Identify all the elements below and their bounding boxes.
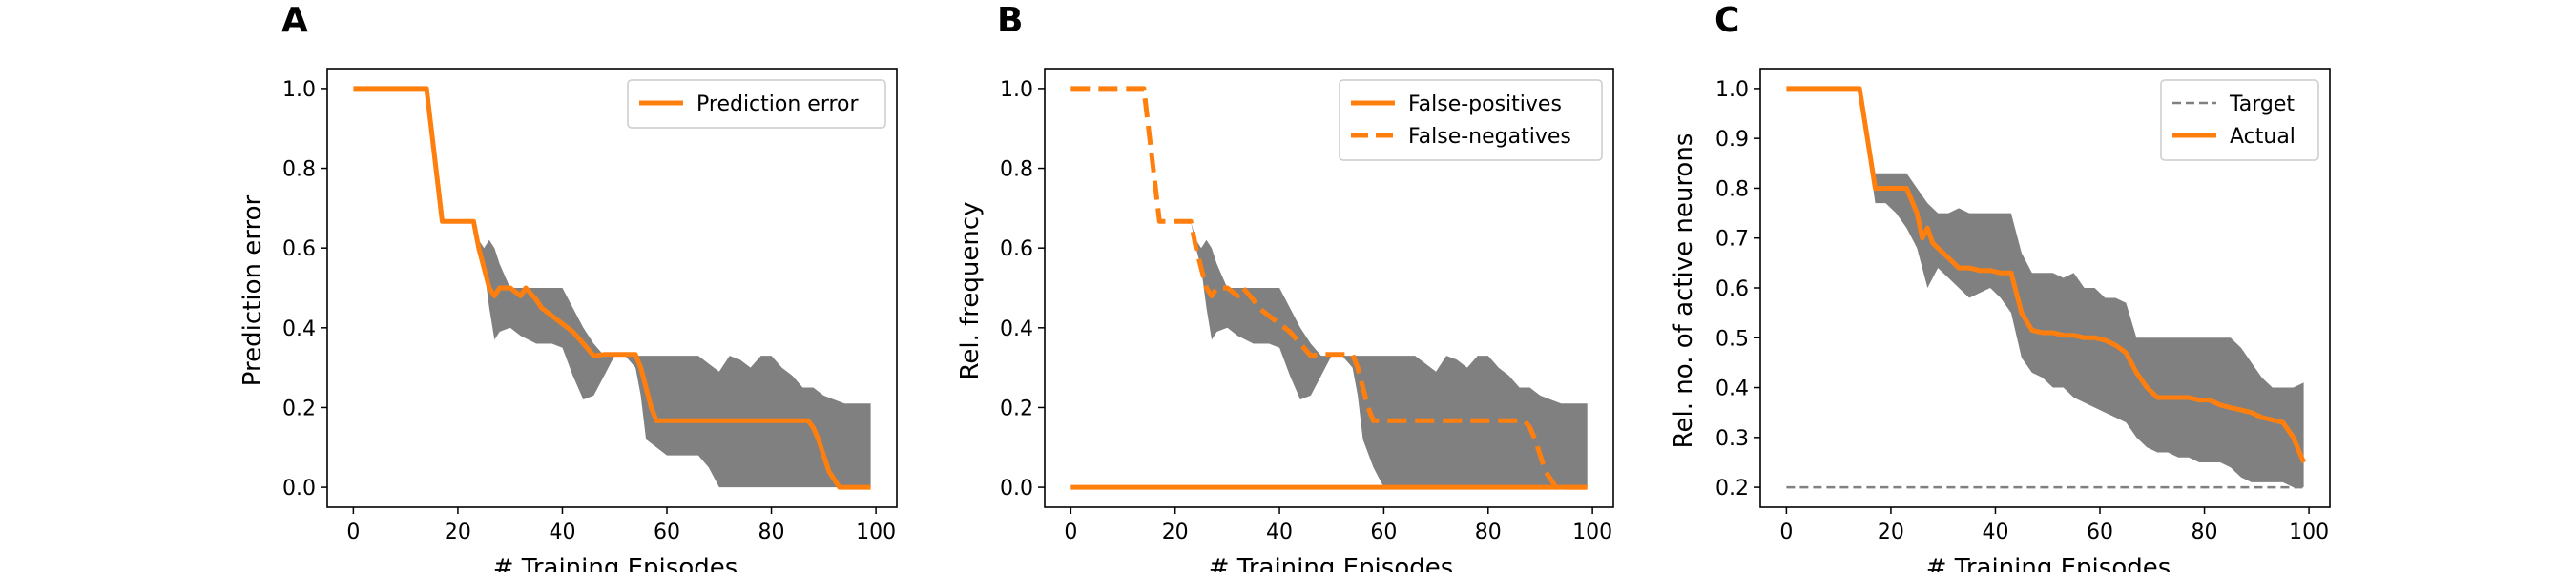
panel-a-ytick-label: 0.8 — [282, 158, 316, 182]
panel-b-xtick-label: 40 — [1266, 521, 1293, 544]
panel-b-series-false-negatives — [1070, 86, 1588, 490]
panel-a-xtick-label: 0 — [346, 521, 360, 544]
panel-c-xtick-label: 0 — [1779, 521, 1793, 544]
panel-b-xtick-label: 60 — [1370, 521, 1397, 544]
panel-b-band — [1070, 88, 1588, 488]
panel-a-ytick-label: 0.4 — [282, 317, 316, 341]
panel-a-xtick-label: 100 — [856, 521, 896, 544]
panel-c-ytick-label: 0.3 — [1715, 427, 1749, 451]
panel-c-xtick-label: 80 — [2192, 521, 2218, 544]
panel-b-ytick-label: 0.2 — [1000, 397, 1033, 420]
panel-a-legend-label: Prediction error — [696, 92, 859, 116]
panel-c-ytick-label: 0.2 — [1715, 477, 1749, 500]
panel-c-ytick-label: 0.6 — [1715, 277, 1749, 301]
panel-c-ytick-label: 0.7 — [1715, 228, 1749, 252]
panel-b-ytick-label: 0.4 — [1000, 317, 1033, 341]
panel-a-xtick-label: 20 — [445, 521, 471, 544]
panel-c-ytick-label: 0.4 — [1715, 378, 1749, 401]
panel-a-ytick-label: 0.6 — [282, 237, 316, 261]
panel-b-xtick-label: 80 — [1475, 521, 1502, 544]
panel-b-legend-label: False-negatives — [1408, 125, 1571, 149]
panel-c-series-actual — [1786, 86, 2306, 463]
panel-c-xtick-label: 60 — [2087, 521, 2113, 544]
panel-c-label: C — [1714, 1, 1739, 40]
panel-c-ytick-label: 0.5 — [1715, 327, 1749, 351]
panel-b-xlabel: # Training Episodes — [1209, 554, 1454, 572]
panel-a-ytick-label: 1.0 — [282, 78, 316, 102]
panel-c-xtick-label: 40 — [1982, 521, 2008, 544]
panel-c-legend-label: Actual — [2230, 125, 2296, 149]
panel-c-xtick-label: 100 — [2289, 521, 2329, 544]
panel-a-xtick-label: 60 — [654, 521, 680, 544]
panel-b-ytick-label: 0.0 — [1000, 477, 1033, 500]
panel-a-label: A — [281, 1, 308, 40]
panel-c-ytick-label: 0.9 — [1715, 128, 1749, 152]
panel-b-ytick-label: 0.6 — [1000, 237, 1033, 261]
panel-a-axes-frame — [326, 68, 898, 508]
panel-b-ylabel: Rel. frequency — [956, 201, 985, 379]
panel-b-axes-frame — [1044, 68, 1614, 508]
panel-a-band — [353, 88, 871, 488]
panel-a-ytick-label: 0.2 — [282, 397, 316, 420]
panel-b: B Rel. frequency # Training Episodes 0 20… — [956, 1, 1614, 572]
panel-a-legend-box — [627, 79, 886, 129]
panel-b-ytick-label: 1.0 — [1000, 78, 1033, 102]
panel-b-ytick-label: 0.8 — [1000, 158, 1033, 182]
panel-c-legend-box — [2160, 79, 2319, 161]
panel-c-xtick-label: 20 — [1878, 521, 1904, 544]
panel-b-legend-box — [1339, 79, 1603, 161]
panel-a-xlabel: # Training Episodes — [493, 554, 738, 572]
panel-c-xlabel: # Training Episodes — [1926, 554, 2171, 572]
panel-a-xtick-label: 80 — [758, 521, 785, 544]
panel-a-plot: 0 20 40 60 80 100 0.0 0.2 0.4 0.6 0.8 1.0 Prediction… — [282, 68, 898, 544]
panel-a-ytick-label: 0.0 — [282, 477, 316, 500]
panel-b-xtick-label: 20 — [1162, 521, 1189, 544]
panel-c-ytick-label: 0.8 — [1715, 177, 1749, 201]
panel-b-xtick-label: 0 — [1064, 521, 1077, 544]
panel-a-series-prediction-error — [353, 86, 871, 490]
panel-b-plot: 0 20 40 60 80 100 0.0 0.2 0.4 0.6 0.8 1.0 False-posi… — [1000, 68, 1614, 544]
panel-c-legend-label: Target — [2229, 92, 2295, 116]
panel-c-ylabel: Rel. no. of active neurons — [1670, 133, 1698, 449]
panel-a-xtick-label: 40 — [549, 521, 575, 544]
panel-c-ytick-label: 1.0 — [1715, 78, 1749, 102]
panel-a: A Prediction error # Training Episodes 0… — [239, 1, 898, 572]
panel-c-plot: 0 20 40 60 80 100 0.2 0.3 0.4 0.5 0.6 0.7 0.8 0.9 1.0 T… — [1715, 68, 2331, 544]
panel-c: C Rel. no. of active neurons # Training … — [1670, 1, 2331, 572]
panel-b-label: B — [997, 1, 1023, 40]
panel-a-ylabel: Prediction error — [239, 195, 267, 387]
panel-c-band — [1786, 88, 2304, 488]
panel-b-xtick-label: 100 — [1572, 521, 1612, 544]
panel-b-legend-label: False-positives — [1408, 92, 1562, 116]
